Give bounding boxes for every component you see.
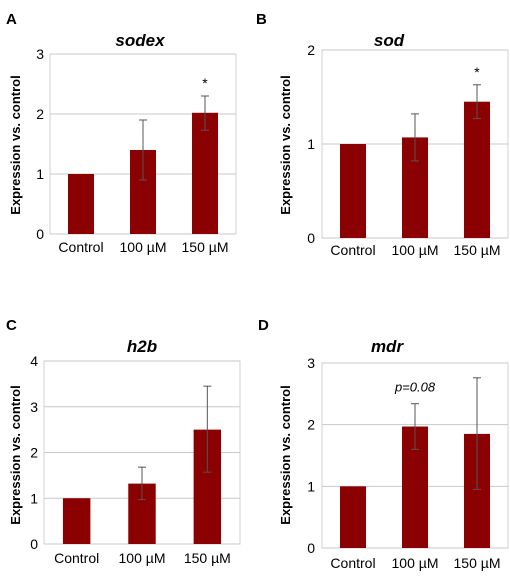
annotation: p=0.08	[394, 380, 436, 395]
panel-letter: D	[258, 317, 269, 334]
chart-title: mdr	[371, 337, 405, 356]
y-axis-label: Expression vs. control	[278, 75, 293, 214]
y-tick-label: 3	[307, 355, 315, 371]
y-tick-label: 1	[307, 478, 315, 494]
chart-title: sod	[374, 31, 405, 50]
y-tick-label: 2	[36, 106, 44, 122]
x-tick-label: Control	[330, 242, 375, 258]
x-tick-label: 100 µM	[392, 555, 439, 571]
y-axis-label: Expression vs. control	[8, 385, 23, 524]
annotation: *	[474, 64, 480, 80]
x-tick-label: 100 µM	[120, 239, 167, 255]
y-tick-label: 0	[307, 230, 315, 246]
y-tick-label: 0	[307, 540, 315, 556]
panel-letter: B	[256, 11, 267, 28]
y-tick-label: 2	[307, 417, 315, 433]
y-axis-label: Expression vs. control	[8, 75, 23, 214]
x-tick-label: Control	[330, 555, 375, 571]
x-tick-label: Control	[58, 239, 103, 255]
x-tick-label: Control	[54, 550, 99, 566]
x-tick-label: 150 µM	[184, 550, 231, 566]
y-tick-label: 2	[30, 445, 38, 461]
x-tick-label: 150 µM	[454, 555, 501, 571]
x-tick-label: 100 µM	[392, 242, 439, 258]
chart-title: sodex	[115, 31, 166, 50]
bar	[339, 144, 367, 238]
panel-letter: A	[6, 11, 17, 28]
bar	[339, 486, 367, 548]
x-tick-label: 100 µM	[119, 550, 166, 566]
chart-title: h2b	[127, 337, 157, 356]
bar	[67, 174, 95, 234]
y-tick-label: 1	[307, 136, 315, 152]
y-tick-label: 1	[36, 166, 44, 182]
bar	[463, 101, 491, 238]
y-tick-label: 2	[307, 42, 315, 58]
panel-letter: C	[6, 317, 17, 334]
y-tick-label: 1	[30, 490, 38, 506]
y-tick-label: 0	[30, 536, 38, 552]
x-tick-label: 150 µM	[454, 242, 501, 258]
y-tick-label: 4	[30, 353, 38, 369]
bar	[62, 498, 91, 544]
y-tick-label: 3	[36, 46, 44, 62]
y-tick-label: 0	[36, 226, 44, 242]
x-tick-label: 150 µM	[182, 239, 229, 255]
bar	[191, 112, 219, 234]
annotation: *	[202, 75, 208, 91]
y-tick-label: 3	[30, 399, 38, 415]
y-axis-label: Expression vs. control	[278, 385, 293, 524]
